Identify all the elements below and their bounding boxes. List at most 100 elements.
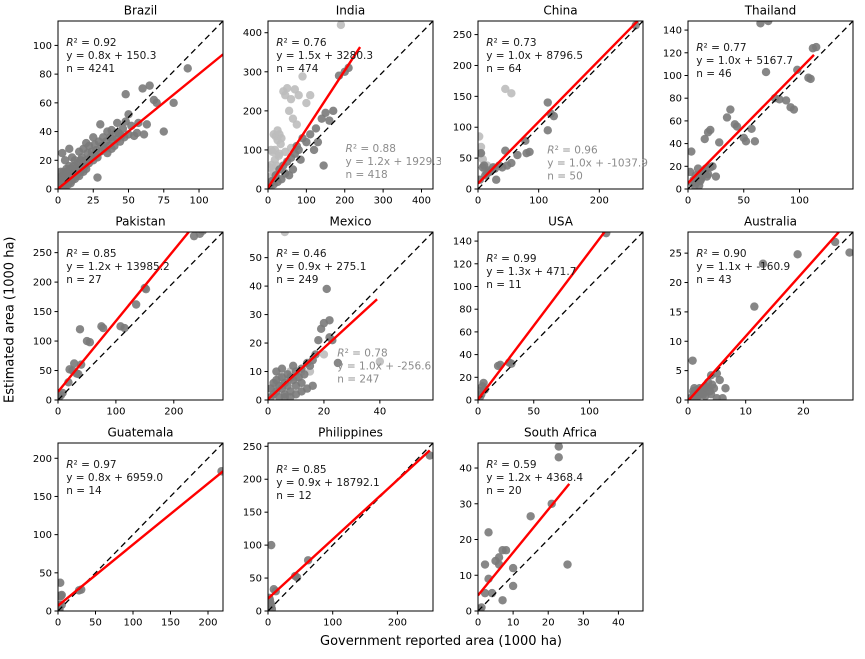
axes-box [57,20,224,190]
stat-r2: R² = 0.59 [486,459,536,471]
y-tick-label: 0 [46,185,52,196]
subplot-title: Pakistan [115,215,165,229]
y-tick-label: 50 [249,253,262,264]
stat-n: n = 50 [547,171,583,183]
fit-line [478,232,606,400]
x-tick-label: 100 [297,196,316,207]
fit-line [478,483,571,597]
stat-equation: y = 1.3x + 471.7 [486,266,576,278]
subplot-title: South Africa [524,426,597,440]
fit-line [688,54,815,184]
scatter-points-dark [688,21,821,189]
y-tick-label: 40 [669,139,682,150]
x-tick-label: 200 [590,196,609,207]
y-tick-label: 50 [459,154,472,165]
y-tick-label: 200 [33,454,52,465]
x-tick-label: 25 [87,196,100,207]
axes-box [687,231,854,401]
subplot-canvas-brazil: 0 25 50 75 100 0 20 40 60 80 100 Brazil R² = 0.92y =… [33,4,224,207]
y-tick-label: 40 [39,127,52,138]
subplot-australia: 0 10 20 0 5 10 15 20 25 Australia R² = 0.90 y = 1.1… [651,214,861,425]
stat-r2: R² = 0.76 [276,37,327,49]
stat-equation: y = 1.0x + -256.6 [337,360,431,372]
stat-n: n = 46 [696,68,732,80]
stat-equation: y = 1.2x + 4368.4 [486,472,583,484]
stat-n: n = 27 [66,274,102,286]
x-tick-label: 50 [122,196,135,207]
y-tick-label: 300 [243,67,262,78]
fit-line [58,470,223,607]
x-tick-label: 0 [55,618,61,629]
x-tick-label: 20 [542,618,555,629]
axes-box [687,20,854,190]
x-tick-label: 100 [790,196,809,207]
x-tick-label: 0 [475,407,481,418]
stat-equation: y = 1.0x + 5167.7 [696,55,793,67]
y-tick-label: 0 [256,185,262,196]
x-tick-label: 75 [157,196,170,207]
subplot-south-africa: 0 10 20 30 40 0 10 20 30 40 South Africa R² = 0.59 y… [441,425,651,636]
x-tick-label: 10 [739,407,752,418]
y-tick-label: 250 [243,442,262,453]
stat-n: n = 20 [486,485,522,497]
y-tick-label: 0 [466,396,472,407]
x-tick-label: 0 [265,618,271,629]
y-tick-label: 100 [243,541,262,552]
subplot-title: Guatemala [107,426,173,440]
y-tick-label: 200 [33,278,52,289]
x-tick-label: 300 [374,196,393,207]
subplot-mexico: 0 20 40 0 10 20 30 40 50 Mexico R² = 0.46 y = 0.9x … [231,214,441,425]
stat-equation: y = 0.9x + 275.1 [276,261,366,273]
x-tick-label: 400 [412,196,431,207]
y-tick-label: 0 [676,396,682,407]
stat-r2: R² = 0.46 [276,248,327,260]
x-tick-label: 100 [106,407,125,418]
subplot-title: Mexico [330,215,372,229]
axes-box [477,20,644,190]
y-tick-label: 120 [663,48,682,59]
x-tick-label: 200 [335,196,354,207]
y-tick-label: 100 [453,282,472,293]
y-tick-label: 150 [33,307,52,318]
scatter-points-dark [268,63,353,189]
subplot-thailand: 0 50 100 0 20 40 60 80 100 120 140 Thailand R² = 0.7… [651,3,861,214]
stat-equation: y = 0.9x + 18792.1 [276,477,380,489]
x-tick-label: 200 [388,618,407,629]
x-tick-label: 10 [507,618,520,629]
stat-equation: y = 0.8x + 150.3 [66,50,156,62]
subplot-pakistan: 0 100 200 0 50 100 150 200 250 Pakistan R² = 0.85 y… [21,214,231,425]
stat-equation: y = 0.8x + 6959.0 [66,472,163,484]
stat-r2: R² = 0.85 [276,464,326,476]
y-tick-label: 50 [249,574,262,585]
axes-box [477,442,644,612]
stat-r2: R² = 0.78 [337,347,387,359]
x-tick-label: 40 [373,407,386,418]
x-tick-label: 0 [265,196,271,207]
y-tick-label: 30 [249,310,262,321]
x-tick-label: 200 [198,618,217,629]
y-tick-label: 15 [669,307,682,318]
y-tick-label: 0 [466,185,472,196]
x-axis-label: Government reported area (1000 ha) [320,634,562,649]
y-tick-label: 0 [256,607,262,618]
x-tick-label: 50 [89,618,102,629]
y-tick-label: 80 [669,94,682,105]
x-tick-label: 100 [189,196,208,207]
y-tick-label: 80 [459,305,472,316]
subplot-title: Thailand [744,4,797,18]
fit-line [268,449,431,600]
subplot-usa: 0 50 100 0 20 40 60 80 100 120 140 USA R² = 0.99 y = … [441,214,651,425]
y-tick-label: 0 [256,396,262,407]
x-tick-label: 150 [161,618,180,629]
stat-n: n = 474 [276,63,318,75]
x-tick-label: 100 [580,407,599,418]
subplot-guatemala: 0 50 100 150 200 0 50 100 150 200 Guatemala R² = 0.… [21,425,231,636]
subplot-canvas-south-africa: 0 10 20 30 40 0 10 20 30 40 South Africa R² = 0.59y… [459,426,644,629]
y-tick-label: 50 [39,366,52,377]
axes-box [477,231,644,401]
axes-box [267,231,434,401]
x-tick-label: 0 [685,196,691,207]
x-tick-label: 100 [323,618,342,629]
